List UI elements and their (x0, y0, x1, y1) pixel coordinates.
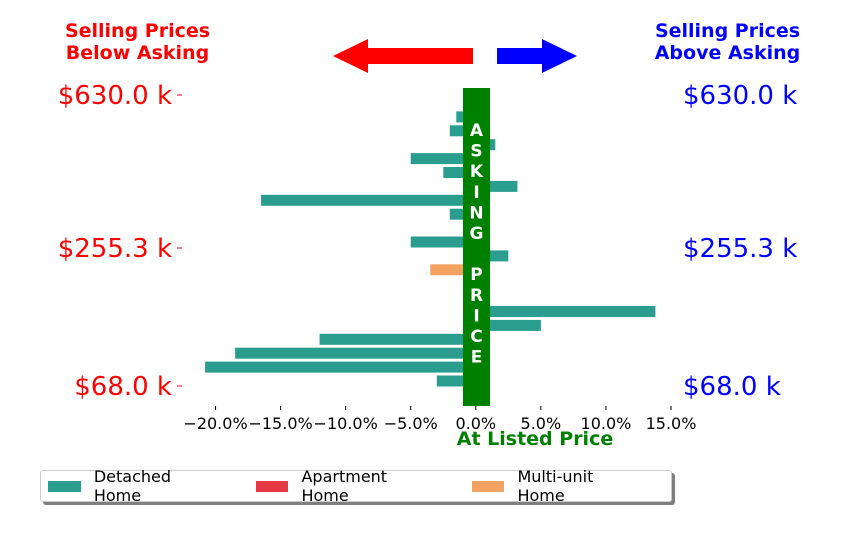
asking-letter: K (470, 162, 484, 182)
right-y-axis: $630.0 k $255.3 k $68.0 k (683, 81, 797, 402)
bar (475, 180, 518, 192)
legend-label: Apartment Home (301, 467, 388, 505)
below-asking-title: Selling Prices Below Asking (64, 20, 211, 64)
bar (261, 194, 476, 206)
legend-item: Detached Home (48, 467, 223, 505)
x-tick-label: 0.0% (455, 414, 496, 433)
asking-letter: N (469, 203, 483, 223)
left-y-tick-label: $68.0 k (74, 372, 172, 402)
bar (449, 208, 476, 220)
x-tick-label: 10.0% (581, 414, 632, 433)
bar (475, 319, 541, 331)
x-tick-label: −20.0% (183, 414, 247, 433)
bar (319, 333, 476, 345)
x-tick-label: −5.0% (384, 414, 438, 433)
bar (235, 347, 476, 359)
left-y-tick-label: $255.3 k (58, 234, 172, 264)
asking-letter: C (470, 327, 482, 347)
bar (410, 153, 476, 165)
legend-item: Multi-unit Home (471, 467, 645, 505)
legend-swatch (471, 480, 505, 492)
above-asking-title: Selling Prices Above Asking (654, 20, 801, 64)
bar (430, 264, 476, 276)
x-axis-label: At Listed Price (457, 428, 613, 450)
x-tick-label: −10.0% (314, 414, 378, 433)
bar (205, 361, 476, 373)
bar (449, 125, 476, 137)
asking-letter: P (470, 265, 482, 285)
bars-layer (205, 97, 656, 387)
asking-letter: I (473, 183, 479, 203)
x-tick-label: −15.0% (248, 414, 312, 433)
left-y-axis: $630.0 k $255.3 k $68.0 k (58, 81, 182, 402)
asking-price-bar (463, 88, 490, 406)
x-tick-label: 15.0% (646, 414, 697, 433)
right-y-tick-label: $68.0 k (683, 372, 781, 402)
legend-item: Apartment Home (255, 467, 439, 505)
legend-swatch (48, 480, 81, 492)
x-axis: −20.0% −15.0% −10.0% −5.0% 0.0% 5.0% 10.0% 15.0… (183, 406, 696, 433)
right-arrow-icon (497, 39, 577, 73)
legend: Detached Home Apartment Home Multi-unit Ho… (40, 467, 672, 505)
bar (443, 167, 476, 178)
legend-swatch (255, 480, 289, 492)
asking-letter: R (470, 286, 483, 306)
legend-label: Multi-unit Home (517, 467, 594, 505)
right-y-tick-label: $255.3 k (683, 234, 797, 264)
left-y-tick-label: $630.0 k (58, 81, 172, 111)
asking-letter: S (470, 142, 482, 162)
bar (475, 306, 656, 317)
x-tick-label: 5.0% (521, 414, 562, 433)
bar (436, 375, 476, 387)
asking-letter: G (470, 224, 484, 244)
asking-letter: I (473, 306, 479, 326)
asking-letter: A (470, 121, 484, 141)
legend-label: Detached Home (93, 467, 172, 505)
left-arrow-icon (333, 39, 473, 73)
asking-letter: E (471, 348, 483, 368)
bar (410, 236, 476, 248)
bar (475, 250, 509, 262)
right-y-tick-label: $630.0 k (683, 81, 797, 111)
